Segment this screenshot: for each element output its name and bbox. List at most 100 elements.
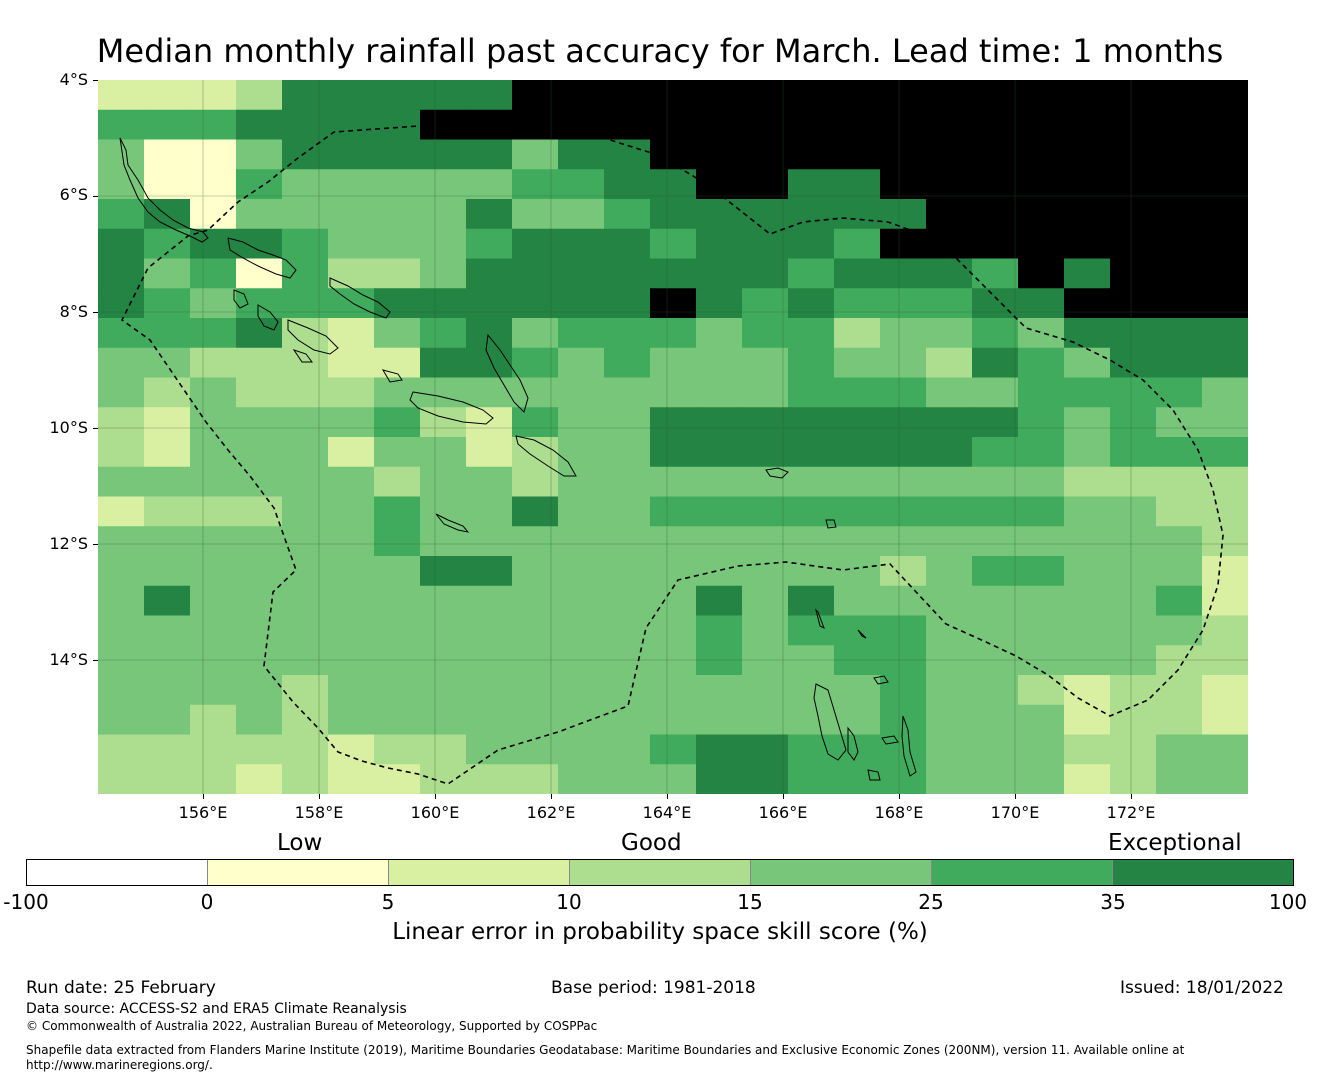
grid-cell: [558, 437, 605, 468]
grid-cell: [1064, 556, 1111, 587]
grid-cell: [1018, 496, 1065, 527]
grid-cell: [1018, 228, 1065, 260]
grid-cell: [650, 764, 697, 794]
grid-cell: [1018, 407, 1065, 438]
grid-cell: [236, 496, 283, 527]
grid-cell: [972, 377, 1019, 408]
grid-cell: [328, 645, 375, 676]
grid-cell: [650, 734, 697, 765]
grid-cell: [972, 496, 1019, 527]
grid-cell: [696, 80, 743, 111]
grid-cell: [420, 377, 467, 408]
grid-cell: [374, 407, 421, 438]
grid-cell: [972, 169, 1019, 200]
grid-cell: [420, 615, 467, 646]
grid-cell: [972, 526, 1019, 557]
grid-cell: [696, 377, 743, 408]
grid-cell: [742, 169, 789, 200]
grid-cell: [420, 466, 467, 498]
island-malaita: [485, 333, 529, 413]
grid-cell: [650, 585, 697, 617]
grid-cell: [604, 437, 651, 468]
grid-cell: [972, 407, 1019, 438]
grid-cell: [328, 109, 375, 141]
grid-cell: [282, 318, 329, 349]
grid-cell: [1110, 645, 1157, 676]
colorbar-tick: 5: [381, 890, 395, 914]
grid-cell: [1156, 496, 1203, 527]
grid-cell: [1156, 615, 1203, 646]
grid-cell: [742, 199, 789, 230]
grid-cell: [1018, 526, 1065, 557]
grid-cell: [466, 615, 513, 646]
grid-cell: [1110, 139, 1157, 170]
grid-cell: [236, 526, 283, 557]
grid-cell: [742, 318, 789, 349]
grid-cell: [328, 169, 375, 200]
grid-cell: [788, 347, 835, 379]
grid-cell: [650, 169, 697, 200]
grid-cell: [1202, 466, 1248, 498]
grid-cell: [558, 466, 605, 498]
grid-cell: [1202, 734, 1248, 765]
grid-cell: [650, 675, 697, 706]
grid-cell: [696, 258, 743, 289]
grid-cell: [1156, 407, 1203, 438]
grid-cell: [834, 109, 881, 141]
grid-cell: [236, 347, 283, 379]
grid-cell: [190, 258, 237, 289]
grid-cell: [834, 645, 881, 676]
grid-cell: [512, 526, 559, 557]
grid-cell: [926, 258, 973, 289]
colorbar-swatch: [1113, 860, 1293, 885]
grid-cell: [328, 585, 375, 617]
grid-cell: [328, 734, 375, 765]
grid-cell: [650, 109, 697, 141]
grid-cell: [742, 228, 789, 260]
grid-cell: [926, 228, 973, 260]
grid-cell: [1110, 704, 1157, 736]
grid-cell: [696, 139, 743, 170]
grid-cell: [788, 437, 835, 468]
grid-cell: [420, 734, 467, 765]
grid-cell: [1156, 675, 1203, 706]
grid-cell: [98, 80, 145, 111]
grid-cell: [558, 704, 605, 736]
grid-cell: [420, 496, 467, 527]
grid-cell: [880, 556, 927, 587]
grid-cell: [420, 437, 467, 468]
grid-cell: [236, 80, 283, 111]
grid-cell: [1110, 407, 1157, 438]
grid-cell: [466, 347, 513, 379]
legend-category-low: Low: [277, 830, 323, 856]
grid-cell: [1018, 615, 1065, 646]
island-new-georgia: [257, 304, 279, 331]
grid-cell: [834, 288, 881, 319]
grid-cell: [788, 734, 835, 765]
grid-cell: [972, 318, 1019, 349]
grid-cell: [512, 407, 559, 438]
grid-cell: [98, 704, 145, 736]
grid-cell: [650, 556, 697, 587]
lon-tick: [899, 794, 900, 799]
grid-cell: [512, 675, 559, 706]
grid-cell: [650, 496, 697, 527]
grid-cell: [328, 437, 375, 468]
grid-cell: [1064, 377, 1111, 408]
grid-cell: [558, 288, 605, 319]
grid-cell: [236, 109, 283, 141]
grid-cell: [650, 288, 697, 319]
grid-cell: [788, 199, 835, 230]
grid-cell: [926, 347, 973, 379]
lon-tick: [551, 794, 552, 799]
grid-cell: [1064, 496, 1111, 527]
grid-cell: [1156, 556, 1203, 587]
grid-cell: [1064, 675, 1111, 706]
grid-cell: [972, 466, 1019, 498]
grid-cell: [926, 615, 973, 646]
colorbar-swatch: [751, 860, 932, 885]
issued-date: Issued: 18/01/2022: [1120, 978, 1284, 998]
colorbar-tick: 100: [1268, 890, 1308, 914]
grid-cell: [834, 199, 881, 230]
grid-cell: [98, 377, 145, 408]
